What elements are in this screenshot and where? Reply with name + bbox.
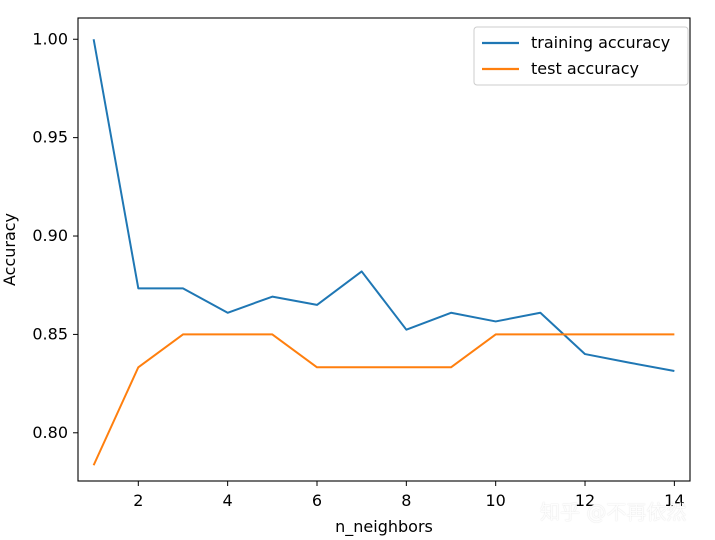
y-tick-label: 0.90	[32, 226, 68, 245]
x-tick-label: 4	[223, 491, 233, 510]
x-axis-label: n_neighbors	[335, 517, 433, 537]
x-tick-label: 12	[575, 491, 595, 510]
legend: training accuracy test accuracy	[473, 26, 689, 86]
y-tick-label: 1.00	[32, 29, 68, 48]
tick-layer: 2 4 6 8 10 12 14 0.80 0.85 0.90 0.95 1.00	[32, 29, 684, 510]
x-tick-label: 10	[485, 491, 505, 510]
x-tick-label: 8	[401, 491, 411, 510]
y-axis-label: Accuracy	[0, 213, 19, 286]
x-tick-label: 14	[664, 491, 684, 510]
legend-label-0: training accuracy	[531, 33, 670, 52]
y-tick-label: 0.80	[32, 423, 68, 442]
y-tick-label: 0.85	[32, 324, 68, 343]
x-tick-label: 2	[133, 491, 143, 510]
y-tick-label: 0.95	[32, 128, 68, 147]
plot-layer	[92, 39, 675, 466]
series-line-0	[92, 39, 675, 372]
x-tick-label: 6	[312, 491, 322, 510]
legend-label-1: test accuracy	[531, 59, 639, 78]
axes-frame	[77, 17, 691, 482]
series-line-1	[92, 333, 675, 466]
legend-box	[473, 26, 689, 86]
